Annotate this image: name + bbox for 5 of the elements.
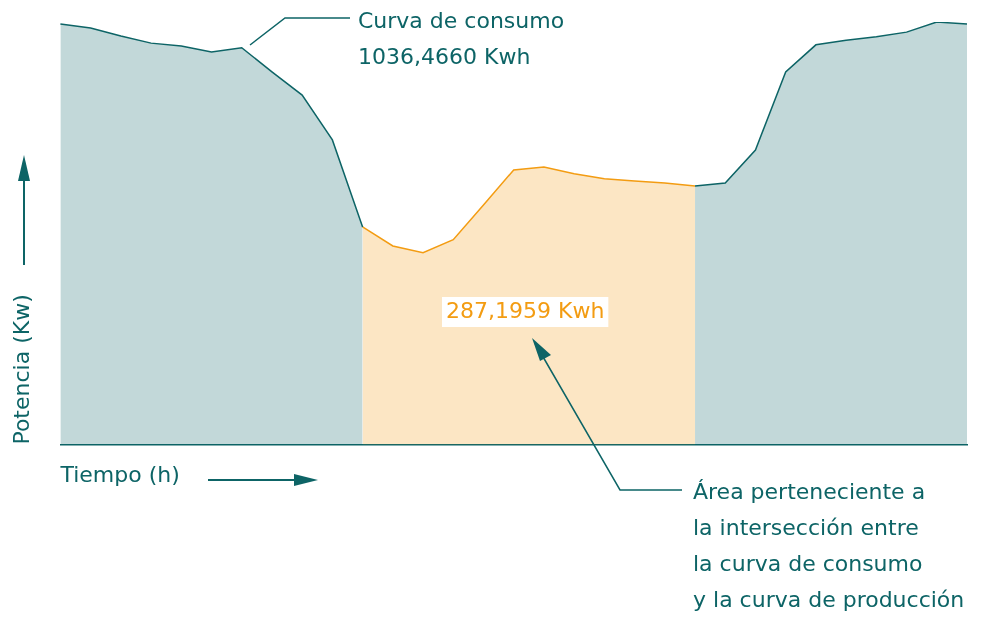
annotation: Curva de consumo 1036,4660 Kwh <box>358 7 565 69</box>
annotation: 287,1959 Kwh <box>446 297 605 323</box>
text: Área perteneciente a la intersección entre la curva de consumo y la curva de producción <box>693 478 965 612</box>
y-axis-title: Potencia (Kw) <box>8 294 34 445</box>
x-axis-title: Tiempo (h) <box>59 461 180 487</box>
